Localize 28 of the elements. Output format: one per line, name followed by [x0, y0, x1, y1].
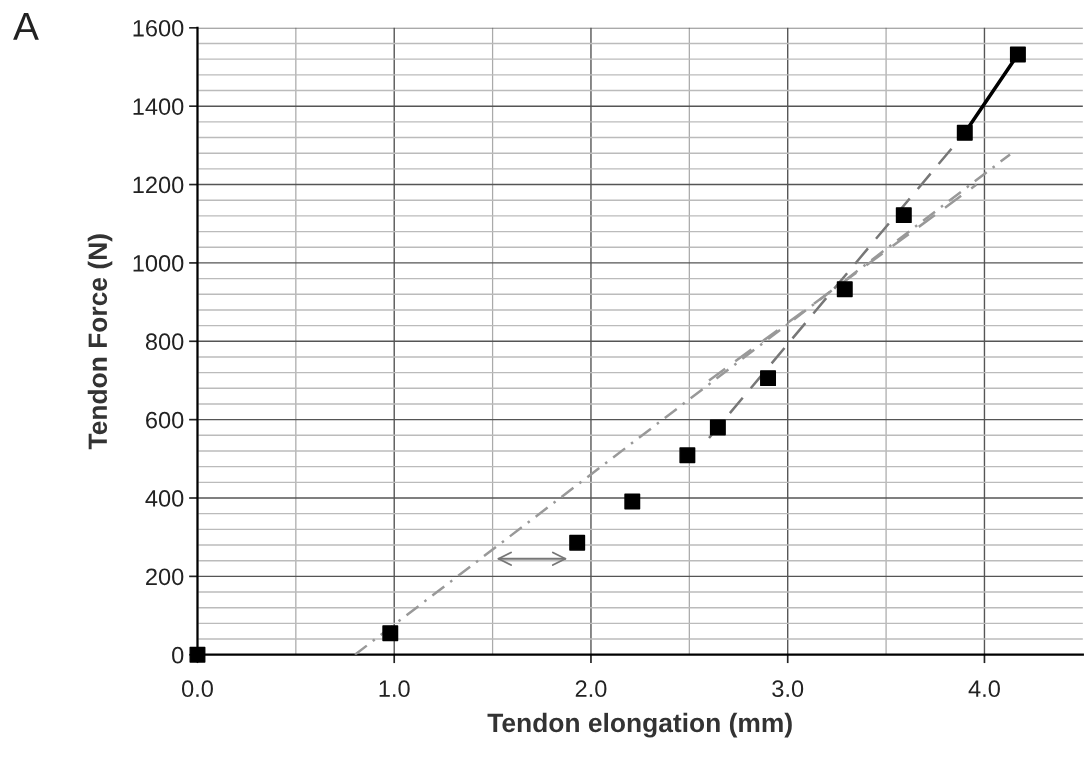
x-tick-label: 2.0	[575, 680, 607, 698]
x-tick-label: 0.0	[181, 680, 213, 698]
point	[895, 207, 912, 224]
y-tick-label: 1000	[133, 254, 184, 272]
y-tick-label: 1200	[133, 176, 184, 194]
y-tick-label: 600	[146, 411, 184, 429]
y-tick-label: 1600	[133, 19, 184, 37]
point	[709, 419, 726, 436]
y-tick-label: 0	[172, 646, 184, 664]
point	[382, 625, 399, 642]
y-axis-title: Tendon Force (N)	[87, 234, 113, 450]
point	[1009, 46, 1026, 63]
x-tick-label: 4.0	[968, 680, 1000, 698]
point	[836, 281, 853, 298]
y-tick-label: 1400	[133, 98, 184, 115]
point	[569, 534, 586, 551]
x-axis-title: Tendon elongation (mm)	[487, 712, 792, 738]
chart-title: A	[13, 13, 39, 40]
y-tick-label: 400	[145, 490, 184, 507]
point	[760, 370, 777, 387]
x-tick-label: 1.0	[379, 680, 410, 698]
point	[956, 124, 973, 141]
point	[189, 646, 206, 663]
point	[624, 493, 641, 510]
point	[679, 447, 696, 464]
x-tick-label: 3.0	[772, 680, 804, 698]
y-tick-label: 200	[146, 568, 184, 586]
y-tick-label: 800	[145, 333, 184, 351]
